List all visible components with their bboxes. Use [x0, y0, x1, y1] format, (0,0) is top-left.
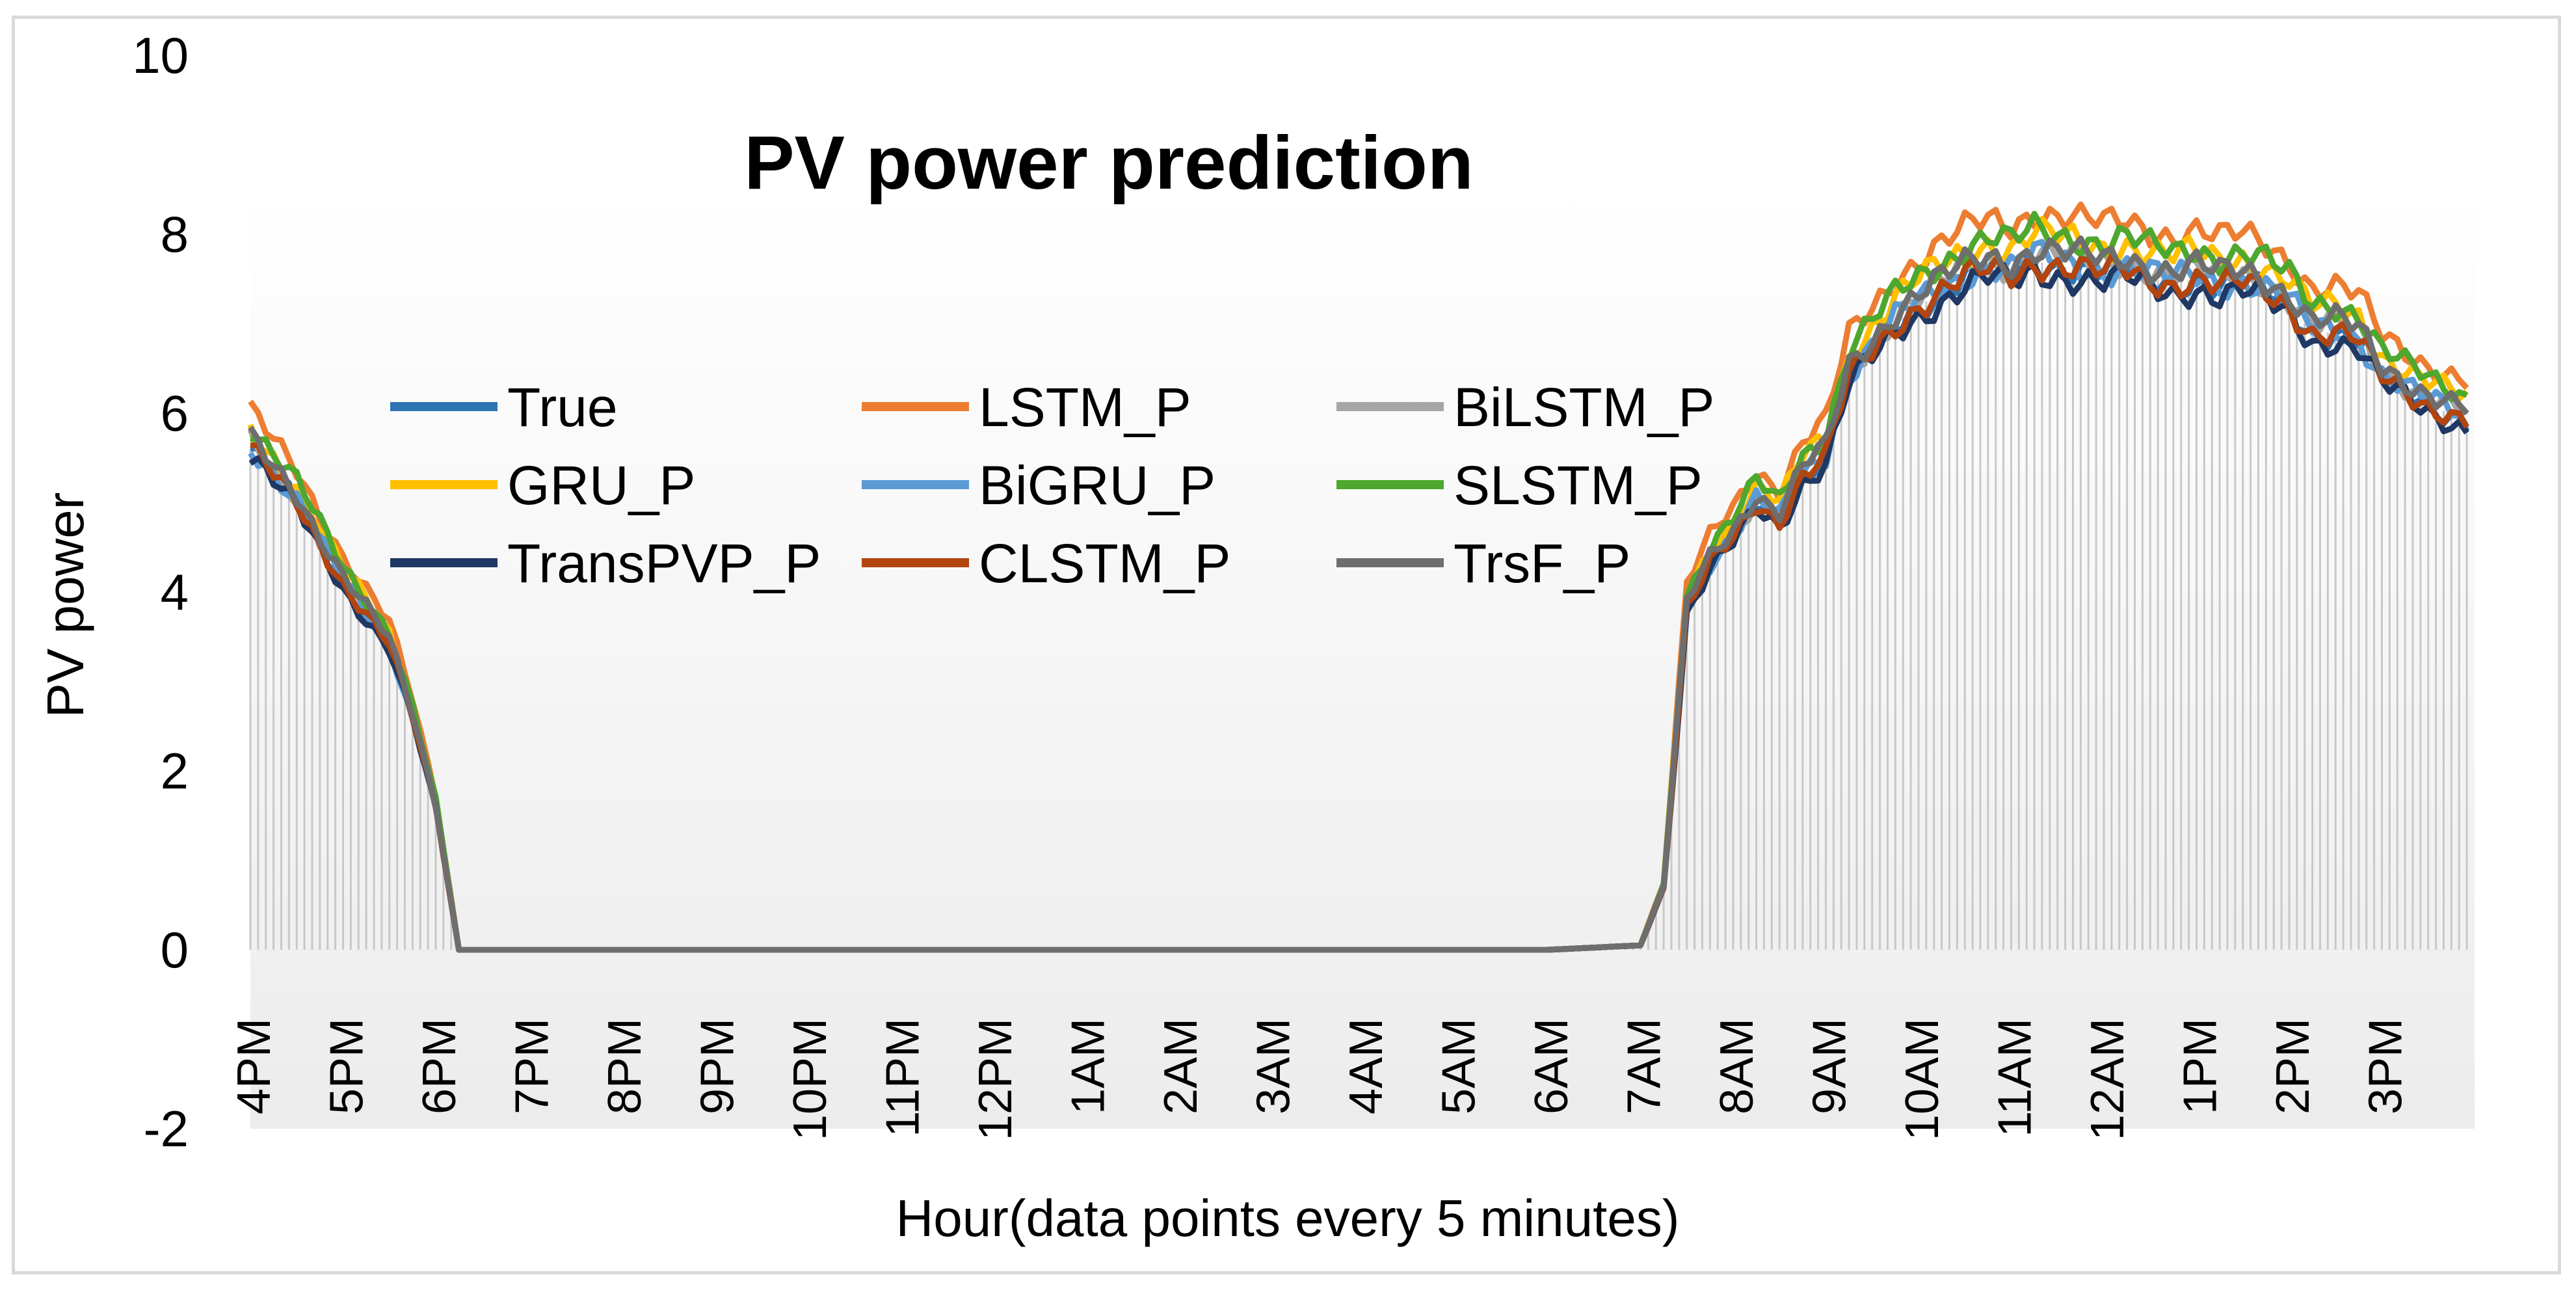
x-tick-label: 6PM	[414, 1018, 466, 1114]
drop-lines	[249, 261, 2468, 950]
x-tick-label: 10AM	[1896, 1018, 1948, 1140]
legend-label: BiGRU_P	[979, 455, 1215, 516]
x-tick-label: 7PM	[507, 1018, 559, 1114]
x-tick-label: 9PM	[692, 1018, 744, 1114]
y-tick-label: 8	[161, 206, 189, 263]
series-line-trsf_p	[248, 235, 2469, 953]
x-tick-label: 11AM	[1989, 1018, 2041, 1137]
y-tick-label: -2	[144, 1100, 189, 1157]
x-tick-label: 3PM	[2360, 1018, 2412, 1114]
y-axis: -2 0 2 4 6 8 10	[132, 27, 189, 1157]
y-tick-label: 0	[161, 921, 189, 978]
x-tick-label: 4AM	[1340, 1018, 1392, 1114]
x-tick-label: 6AM	[1526, 1018, 1578, 1114]
legend-label: TrsF_P	[1454, 533, 1630, 594]
x-tick-label: 5PM	[321, 1018, 373, 1114]
x-axis: 4PM 5PM 6PM 7PM 8PM 9PM 10PM 11PM 12PM 1AM 2AM 3AM 4…	[228, 1018, 2412, 1140]
plot-area	[250, 189, 2475, 1129]
legend-label: True	[507, 377, 618, 438]
x-tick-label: 8PM	[599, 1018, 651, 1114]
series-lines	[247, 201, 2470, 953]
x-tick-label: 9AM	[1804, 1018, 1856, 1114]
x-tick-label: 1PM	[2175, 1018, 2227, 1114]
legend-label: TransPVP_P	[507, 533, 821, 594]
legend-label: LSTM_P	[979, 377, 1191, 438]
chart-title: PV power prediction	[744, 120, 1473, 205]
x-tick-label: 12PM	[970, 1018, 1022, 1140]
x-tick-label: 12AM	[2082, 1018, 2134, 1140]
x-tick-label: 5AM	[1433, 1018, 1485, 1114]
y-tick-label: 10	[132, 27, 189, 84]
x-tick-label: 7AM	[1619, 1018, 1671, 1114]
legend-label: CLSTM_P	[979, 533, 1230, 594]
y-tick-label: 4	[161, 563, 189, 621]
x-axis-title: Hour(data points every 5 minutes)	[896, 1189, 1680, 1247]
legend-label: GRU_P	[507, 455, 695, 516]
x-tick-label: 1AM	[1063, 1018, 1115, 1114]
x-tick-label: 2AM	[1155, 1018, 1207, 1114]
legend-label: BiLSTM_P	[1454, 377, 1714, 438]
y-tick-label: 2	[161, 742, 189, 800]
x-tick-label: 11PM	[877, 1018, 929, 1137]
x-tick-label: 10PM	[784, 1018, 836, 1140]
y-tick-label: 6	[161, 384, 189, 442]
x-tick-label: 4PM	[228, 1018, 280, 1114]
legend-label: SLSTM_P	[1454, 455, 1703, 516]
legend: True LSTM_P BiLSTM_P GRU_P BiGRU_P SLSTM_P Tra…	[390, 377, 1714, 594]
y-axis-title: PV power	[36, 492, 94, 718]
x-tick-label: 2PM	[2267, 1018, 2319, 1114]
x-tick-label: 3AM	[1248, 1018, 1300, 1114]
x-tick-label: 8AM	[1711, 1018, 1763, 1114]
